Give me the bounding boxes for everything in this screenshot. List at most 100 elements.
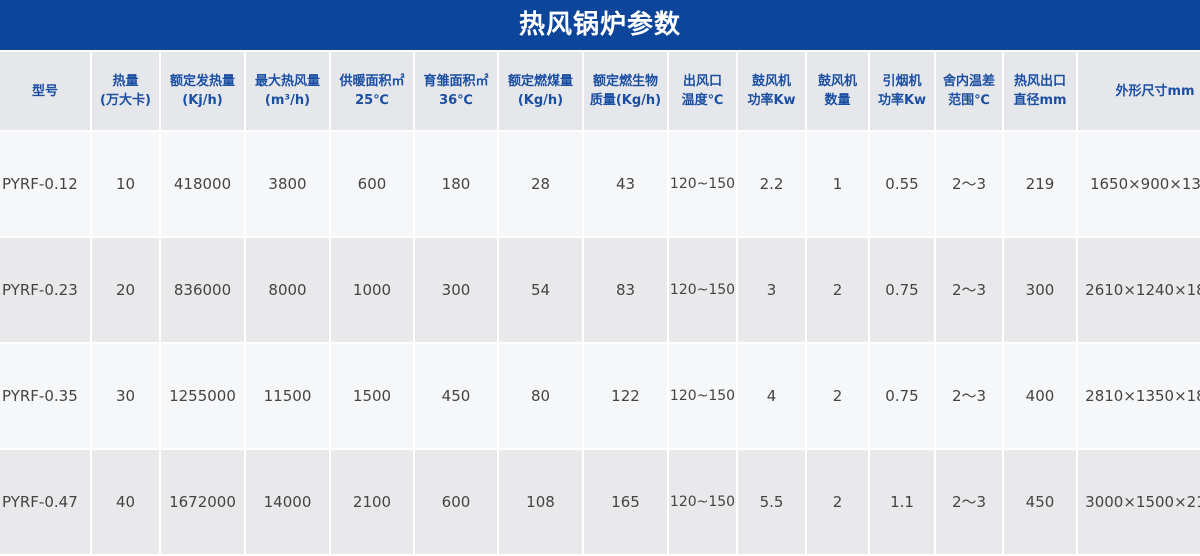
column-header-line: 直径mm — [1013, 93, 1067, 108]
table-cell: 600 — [415, 450, 497, 554]
model-cell: PYRF-0.23 — [0, 238, 90, 342]
table-cell: 11500 — [246, 344, 329, 448]
column-header-line: 额定燃煤量 — [507, 74, 573, 89]
table-cell: 2～3 — [936, 132, 1002, 236]
table-cell: 2100 — [331, 450, 413, 554]
column-header-line: 最大热风量 — [254, 74, 320, 89]
table-cell: 219 — [1004, 132, 1076, 236]
table-cell: 1672000 — [161, 450, 244, 554]
column-header-line: 质量(Kg/h) — [589, 93, 662, 108]
column-header-line: 25℃ — [355, 93, 389, 108]
column-header-line: (Kj/h) — [182, 93, 223, 108]
table-cell: 1650×900×1360 — [1078, 132, 1200, 236]
column-header: 额定燃生物质量(Kg/h) — [584, 52, 667, 130]
table-cell: 8000 — [246, 238, 329, 342]
column-header-line: (万大卡) — [100, 93, 151, 108]
table-cell: 2 — [807, 450, 868, 554]
table-cell: 3 — [738, 238, 805, 342]
table-cell: 4 — [738, 344, 805, 448]
column-header-line: 额定发热量 — [169, 74, 235, 89]
table-cell: 600 — [331, 132, 413, 236]
outlet-temperature-cell: 120~150 — [669, 132, 736, 236]
outlet-temperature-cell: 120~150 — [669, 450, 736, 554]
model-cell: PYRF-0.47 — [0, 450, 90, 554]
column-header-line: 舍内温差 — [942, 74, 995, 89]
table-cell: 122 — [584, 344, 667, 448]
table-row: PYRF-0.12 10 418000 3800 600 180 28 43 120~150 2.… — [0, 132, 1200, 236]
column-header-line: 育雏面积㎡ — [423, 74, 489, 89]
table-cell: 10 — [92, 132, 159, 236]
table-cell: 2 — [807, 344, 868, 448]
page-title: 热风锅炉参数 — [0, 0, 1200, 50]
table-cell: 836000 — [161, 238, 244, 342]
column-header-line: 功率Kw — [747, 93, 796, 108]
column-header-line: (m³/h) — [264, 93, 311, 108]
table-cell: 28 — [499, 132, 582, 236]
column-header-line: 引烟机 — [882, 74, 922, 89]
table-cell: 3000×1500×2100 — [1078, 450, 1200, 554]
column-header-line: 功率Kw — [877, 93, 927, 108]
table-cell: 108 — [499, 450, 582, 554]
model-cell: PYRF-0.35 — [0, 344, 90, 448]
table-cell: 2～3 — [936, 344, 1002, 448]
column-header: 供暖面积㎡ 25℃ — [331, 52, 413, 130]
column-header-line: 热风出口 — [1013, 74, 1066, 89]
table-cell: 418000 — [161, 132, 244, 236]
column-header: 引烟机功率Kw — [870, 52, 934, 130]
table-cell: 450 — [1004, 450, 1076, 554]
column-header: 鼓风机功率Kw — [738, 52, 805, 130]
outlet-temperature-cell: 120~150 — [669, 238, 736, 342]
column-header-line: 鼓风机 — [751, 74, 791, 89]
column-header: 热风出口直径mm — [1004, 52, 1076, 130]
column-header: 型号 — [0, 52, 90, 130]
spec-table: 型号 热量 (万大卡) 额定发热量 (Kj/h) 最大热风量 (m³/h) 供暖面积㎡ 25℃ 育… — [0, 50, 1200, 556]
column-header-line: 温度℃ — [681, 93, 724, 108]
column-header-line: 热量 — [112, 74, 139, 89]
outlet-temperature-cell: 120~150 — [669, 344, 736, 448]
table-cell: 1000 — [331, 238, 413, 342]
column-header-line: 出风口 — [682, 74, 722, 89]
table-cell: 300 — [1004, 238, 1076, 342]
table-cell: 180 — [415, 132, 497, 236]
table-cell: 5.5 — [738, 450, 805, 554]
column-header-line: 数量 — [824, 93, 851, 108]
table-cell: 1 — [807, 132, 868, 236]
table-cell: 2810×1350×1895 — [1078, 344, 1200, 448]
table-cell: 2 — [807, 238, 868, 342]
table-cell: 14000 — [246, 450, 329, 554]
column-header-line: 额定燃生物 — [592, 74, 658, 89]
table-cell: 2.2 — [738, 132, 805, 236]
table-cell: 1500 — [331, 344, 413, 448]
table-row: PYRF-0.35 30 1255000 11500 1500 450 80 122 120~1… — [0, 344, 1200, 448]
column-header: 额定燃煤量 (Kg/h) — [499, 52, 582, 130]
column-header-line: 型号 — [31, 83, 58, 99]
table-cell: 40 — [92, 450, 159, 554]
table-cell: 300 — [415, 238, 497, 342]
table-cell: 0.75 — [870, 344, 934, 448]
table-cell: 450 — [415, 344, 497, 448]
column-header-line: 鼓风机 — [817, 74, 857, 89]
table-cell: 80 — [499, 344, 582, 448]
column-header: 出风口温度℃ — [669, 52, 736, 130]
column-header: 鼓风机 数量 — [807, 52, 868, 130]
table-cell: 0.55 — [870, 132, 934, 236]
table-cell: 30 — [92, 344, 159, 448]
model-cell: PYRF-0.12 — [0, 132, 90, 236]
column-header: 育雏面积㎡ 36℃ — [415, 52, 497, 130]
column-header: 舍内温差范围℃ — [936, 52, 1002, 130]
table-row: PYRF-0.47 40 1672000 14000 2100 600 108 165 120~… — [0, 450, 1200, 554]
table-cell: 165 — [584, 450, 667, 554]
table-cell: 3800 — [246, 132, 329, 236]
table-row: PYRF-0.23 20 836000 8000 1000 300 54 83 120~150 3… — [0, 238, 1200, 342]
header-row: 型号 热量 (万大卡) 额定发热量 (Kj/h) 最大热风量 (m³/h) 供暖面积㎡ 25℃ 育… — [0, 52, 1200, 130]
column-header: 热量 (万大卡) — [92, 52, 159, 130]
column-header: 额定发热量 (Kj/h) — [161, 52, 244, 130]
table-cell: 1.1 — [870, 450, 934, 554]
column-header-line: 范围℃ — [948, 93, 990, 108]
table-cell: 43 — [584, 132, 667, 236]
table-cell: 0.75 — [870, 238, 934, 342]
column-header-line: 36℃ — [439, 93, 473, 108]
column-header: 外形尺寸mm — [1078, 52, 1200, 130]
table-cell: 2～3 — [936, 450, 1002, 554]
table-cell: 83 — [584, 238, 667, 342]
